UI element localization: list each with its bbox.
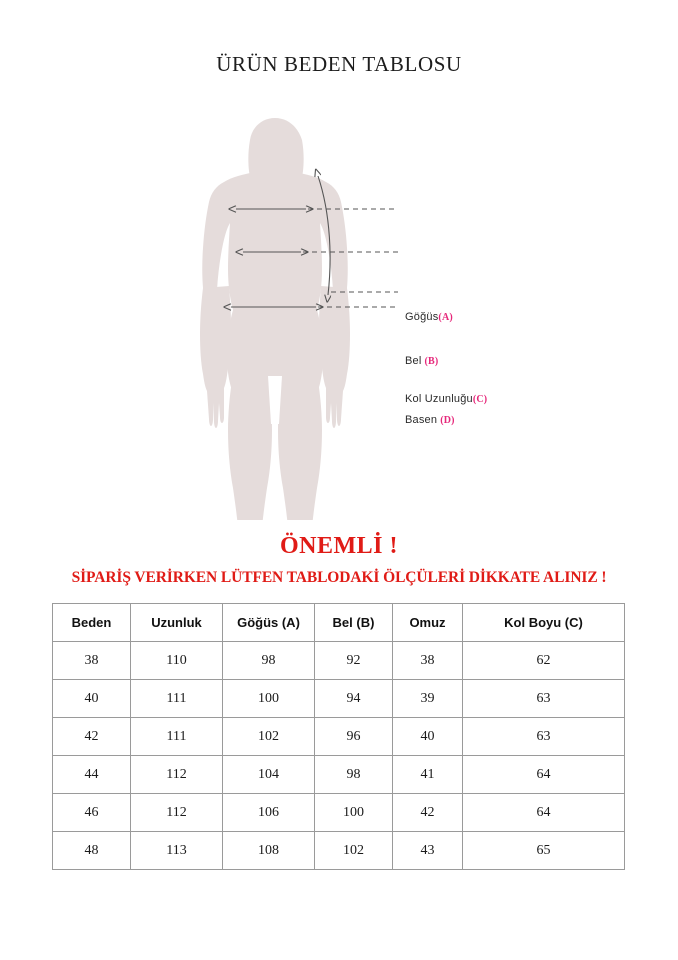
cell-beden: 46 — [52, 793, 131, 832]
measurement-label-basen: Basen (D) — [405, 414, 455, 426]
cell-uzunluk: 110 — [130, 641, 223, 680]
female-silhouette-shape — [200, 118, 350, 520]
cell-omuz: 41 — [392, 755, 463, 794]
cell-kol-boyu: 65 — [462, 831, 625, 870]
cell-kol-boyu: 63 — [462, 679, 625, 718]
size-table: Beden Uzunluk Göğüs (A) Bel (B) Omuz Kol… — [52, 603, 625, 870]
cell-omuz: 38 — [392, 641, 463, 680]
column-header-uzunluk: Uzunluk — [130, 603, 223, 642]
measurement-label-gogus-text: Göğüs — [405, 311, 439, 323]
body-measurement-figure: Göğüs(A) Bel (B) Kol Uzunluğu(C) Basen (D) — [0, 110, 678, 520]
cell-uzunluk: 113 — [130, 831, 223, 870]
cell-beden: 42 — [52, 717, 131, 756]
size-table-container: Beden Uzunluk Göğüs (A) Bel (B) Omuz Kol… — [52, 603, 625, 870]
measurement-code-a: (A) — [438, 312, 453, 323]
cell-uzunluk: 112 — [130, 755, 223, 794]
measurement-code-b: (B) — [424, 356, 439, 367]
important-notice: ÖNEMLİ ! SİPARİŞ VERİRKEN LÜTFEN TABLODA… — [0, 533, 678, 586]
table-row: 48 113 108 102 43 65 — [52, 831, 625, 870]
table-row: 42 111 102 96 40 63 — [52, 717, 625, 756]
cell-uzunluk: 111 — [130, 717, 223, 756]
measurement-code-c: (C) — [472, 394, 488, 405]
cell-gogus: 98 — [222, 641, 315, 680]
table-body: 38 110 98 92 38 62 40 111 100 94 39 63 4… — [52, 641, 625, 870]
notice-heading: ÖNEMLİ ! — [280, 533, 398, 559]
column-header-bel: Bel (B) — [314, 603, 393, 642]
measurement-label-gogus: Göğüs(A) — [405, 311, 453, 323]
cell-uzunluk: 112 — [130, 793, 223, 832]
cell-beden: 48 — [52, 831, 131, 870]
cell-kol-boyu: 64 — [462, 755, 625, 794]
cell-beden: 44 — [52, 755, 131, 794]
column-header-kol-boyu: Kol Boyu (C) — [462, 603, 625, 642]
cell-beden: 38 — [52, 641, 131, 680]
column-header-beden: Beden — [52, 603, 131, 642]
measurement-label-bel: Bel (B) — [405, 355, 438, 367]
cell-beden: 40 — [52, 679, 131, 718]
column-header-omuz: Omuz — [392, 603, 463, 642]
page-title: ÜRÜN BEDEN TABLOSU — [216, 52, 462, 76]
cell-kol-boyu: 62 — [462, 641, 625, 680]
cell-gogus: 102 — [222, 717, 315, 756]
cell-bel: 100 — [314, 793, 393, 832]
cell-bel: 94 — [314, 679, 393, 718]
cell-omuz: 43 — [392, 831, 463, 870]
measurement-code-d: (D) — [440, 415, 455, 426]
notice-subheading: SİPARİŞ VERİRKEN LÜTFEN TABLODAKİ ÖLÇÜLE… — [71, 569, 607, 587]
cell-bel: 96 — [314, 717, 393, 756]
cell-uzunluk: 111 — [130, 679, 223, 718]
cell-omuz: 40 — [392, 717, 463, 756]
table-row: 38 110 98 92 38 62 — [52, 641, 625, 680]
cell-omuz: 39 — [392, 679, 463, 718]
cell-gogus: 108 — [222, 831, 315, 870]
table-row: 46 112 106 100 42 64 — [52, 793, 625, 832]
measurement-label-kol-uzunlugu: Kol Uzunluğu(C) — [405, 393, 487, 405]
measurement-label-kol-text: Kol Uzunluğu — [405, 393, 473, 405]
cell-kol-boyu: 64 — [462, 793, 625, 832]
cell-omuz: 42 — [392, 793, 463, 832]
measurement-label-bel-text: Bel — [405, 355, 422, 367]
table-row: 40 111 100 94 39 63 — [52, 679, 625, 718]
measurement-label-basen-text: Basen — [405, 414, 438, 426]
table-header-row: Beden Uzunluk Göğüs (A) Bel (B) Omuz Kol… — [52, 603, 625, 642]
cell-gogus: 106 — [222, 793, 315, 832]
column-header-gogus: Göğüs (A) — [222, 603, 315, 642]
cell-kol-boyu: 63 — [462, 717, 625, 756]
arm-length-measure-arrow — [318, 176, 330, 295]
cell-gogus: 104 — [222, 755, 315, 794]
cell-gogus: 100 — [222, 679, 315, 718]
cell-bel: 92 — [314, 641, 393, 680]
table-row: 44 112 104 98 41 64 — [52, 755, 625, 794]
cell-bel: 102 — [314, 831, 393, 870]
cell-bel: 98 — [314, 755, 393, 794]
silhouette-svg — [200, 118, 398, 520]
